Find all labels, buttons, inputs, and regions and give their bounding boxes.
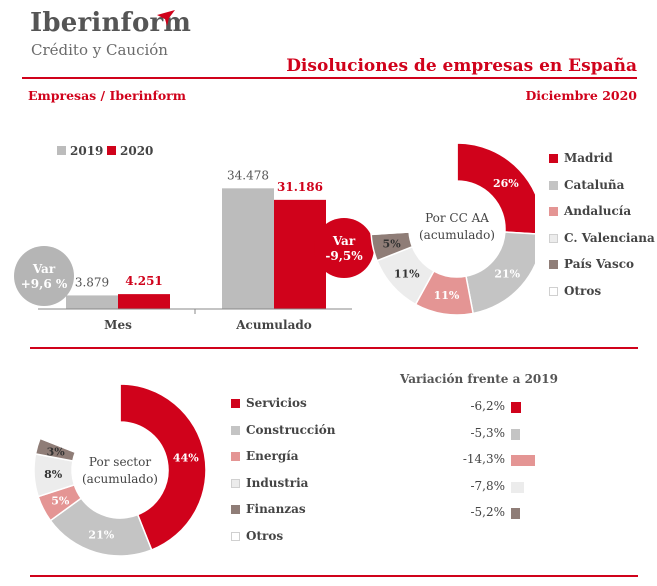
donut-ccaa-legend-label: Madrid bbox=[564, 151, 613, 165]
data-label-acumulado-2019: 34.478 bbox=[227, 168, 269, 182]
bar-acumulado-2019 bbox=[222, 188, 274, 309]
variation-value-industria: -7,8% bbox=[470, 478, 505, 493]
bar-mes-2020 bbox=[118, 294, 170, 309]
variation-bar-construcción bbox=[511, 428, 520, 440]
variation-bubble-label-1: Var bbox=[32, 262, 56, 276]
variation-bar-industria bbox=[511, 481, 525, 493]
donut-ccaa-slice-label: 21% bbox=[494, 267, 520, 280]
donut-sector-legend-label: Finanzas bbox=[246, 502, 306, 516]
donut-ccaa-legend-swatch bbox=[549, 286, 558, 296]
donut-sector-center-line2: (acumulado) bbox=[82, 472, 158, 486]
donut-ccaa-center-line2: (acumulado) bbox=[419, 228, 495, 242]
footer-divider bbox=[30, 575, 638, 577]
variation-bar-finanzas bbox=[511, 508, 520, 519]
variation-value-servicios: -6,2% bbox=[470, 399, 505, 413]
donut-ccaa-legend-item: C. Valenciana bbox=[549, 231, 655, 245]
donut-sector-slice-label: 3% bbox=[47, 445, 66, 458]
donut-ccaa-slice-otros bbox=[370, 142, 458, 236]
donut-sector-slice-otros bbox=[39, 383, 121, 454]
category-label-acumulado: Acumulado bbox=[235, 318, 312, 332]
donut-ccaa-legend-swatch bbox=[549, 233, 558, 243]
donut-ccaa-legend-swatch bbox=[549, 260, 558, 269]
donut-sector-slice-label: 8% bbox=[44, 468, 63, 481]
donut-ccaa-legend-swatch bbox=[549, 207, 558, 216]
donut-sector-legend-swatch bbox=[231, 505, 240, 514]
donut-sector-legend-label: Industria bbox=[246, 475, 309, 490]
donut-ccaa-legend-label: C. Valenciana bbox=[564, 230, 655, 245]
donut-sector-legend-swatch bbox=[231, 452, 240, 461]
variation-bar-servicios bbox=[511, 402, 522, 413]
category-label-mes: Mes bbox=[104, 318, 132, 332]
data-label-mes-2019: 3.879 bbox=[75, 275, 109, 289]
donut-ccaa-legend-item: Madrid bbox=[549, 151, 613, 165]
header-divider bbox=[22, 77, 637, 79]
donut-ccaa-legend-swatch bbox=[549, 154, 558, 163]
page-title: Disoluciones de empresas en España bbox=[286, 56, 637, 76]
bar-chart-mes-acumulado: 2019 2020 3.879 4.251 34.478 31.186 Mes Acum… bbox=[14, 144, 374, 332]
donut-chart-ccaa: 26% 21% 11% 11% 5% Por CC AA (acumulado) bbox=[370, 142, 535, 316]
donut-sector-legend-label: Servicios bbox=[246, 396, 307, 410]
variation-bubble-label-2: Var bbox=[332, 234, 356, 248]
data-label-mes-2020: 4.251 bbox=[125, 274, 163, 288]
donut-ccaa-legend-item: Andalucía bbox=[549, 204, 631, 218]
variation-title: Variación frente a 2019 bbox=[400, 372, 558, 386]
brand-name: Iberinform bbox=[30, 8, 192, 38]
variation-bar-energía bbox=[511, 455, 535, 466]
donut-sector-slice-label: 5% bbox=[51, 494, 70, 507]
donut-ccaa-legend-label: País Vasco bbox=[564, 257, 635, 271]
donut-sector-legend-swatch bbox=[231, 425, 240, 435]
plane-logo-icon bbox=[157, 10, 175, 26]
donut-chart-sector: 44% 21% 5% 8% 3% Por sector (acumulado) bbox=[33, 383, 207, 557]
donut-ccaa-legend-label: Andalucía bbox=[564, 204, 632, 218]
donut-sector-legend-item: Energía bbox=[231, 449, 299, 463]
legend-label-2019: 2019 bbox=[70, 144, 103, 158]
donut-ccaa-legend-label: Cataluña bbox=[564, 177, 625, 192]
variation-value-energía: -14,3% bbox=[462, 452, 505, 466]
donut-ccaa-center-line1: Por CC AA bbox=[425, 211, 489, 225]
donut-ccaa-legend-item: Otros bbox=[549, 284, 601, 298]
variation-value-construcción: -5,3% bbox=[470, 425, 505, 440]
donut-sector-slice-label: 44% bbox=[173, 451, 199, 464]
legend-swatch-2020 bbox=[107, 146, 116, 155]
donut-sector-legend-item: Construcción bbox=[231, 423, 336, 437]
legend-label-2020: 2020 bbox=[120, 144, 153, 158]
variation-bubble-value-1: +9,6 % bbox=[21, 277, 68, 291]
bar-chart-legend: 2019 2020 bbox=[57, 144, 153, 158]
donut-ccaa-legend-item: Cataluña bbox=[549, 178, 624, 192]
donut-sector-legend-label: Energía bbox=[246, 449, 299, 463]
donut-sector-legend-item: Servicios bbox=[231, 396, 307, 410]
variation-bubble-2 bbox=[314, 218, 374, 278]
variation-value-finanzas: -5,2% bbox=[470, 505, 505, 519]
donut-ccaa-slice-madrid bbox=[456, 142, 535, 235]
variation-bubble-1 bbox=[14, 246, 74, 306]
donut-ccaa-slice-label: 5% bbox=[383, 238, 402, 251]
donut-ccaa-slice-label: 26% bbox=[493, 177, 519, 190]
donut-sector-legend-item: Otros bbox=[231, 529, 283, 543]
donut-ccaa-legend-label: Otros bbox=[564, 283, 602, 298]
subtitle-date: Diciembre 2020 bbox=[525, 88, 637, 103]
donut-sector-legend-item: Industria bbox=[231, 476, 308, 490]
donut-sector-legend-swatch bbox=[231, 399, 240, 408]
donut-sector-slice-servicios bbox=[119, 383, 207, 551]
bar-mes-2019 bbox=[66, 295, 118, 309]
donut-ccaa-slice-label: 11% bbox=[394, 267, 420, 280]
donut-sector-center-line1: Por sector bbox=[89, 455, 151, 469]
donut-sector-legend-swatch bbox=[231, 531, 240, 541]
variation-bubble-value-2: -9,5% bbox=[325, 249, 363, 263]
donut-ccaa-legend-swatch bbox=[549, 180, 558, 190]
section-divider bbox=[30, 347, 638, 349]
donut-sector-legend-swatch bbox=[231, 478, 240, 488]
data-label-acumulado-2020: 31.186 bbox=[277, 180, 323, 194]
donut-ccaa-slice-label: 11% bbox=[434, 289, 460, 302]
donut-sector-legend-item: Finanzas bbox=[231, 502, 306, 516]
subtitle-source: Empresas / Iberinform bbox=[28, 88, 186, 103]
brand-subtitle: Crédito y Caución bbox=[31, 41, 168, 59]
donut-sector-legend-label: Otros bbox=[246, 528, 284, 543]
donut-sector-legend-label: Construcción bbox=[246, 422, 336, 437]
donut-ccaa-legend-item: País Vasco bbox=[549, 257, 634, 271]
donut-sector-slice-label: 21% bbox=[88, 528, 114, 541]
legend-swatch-2019 bbox=[57, 146, 66, 155]
